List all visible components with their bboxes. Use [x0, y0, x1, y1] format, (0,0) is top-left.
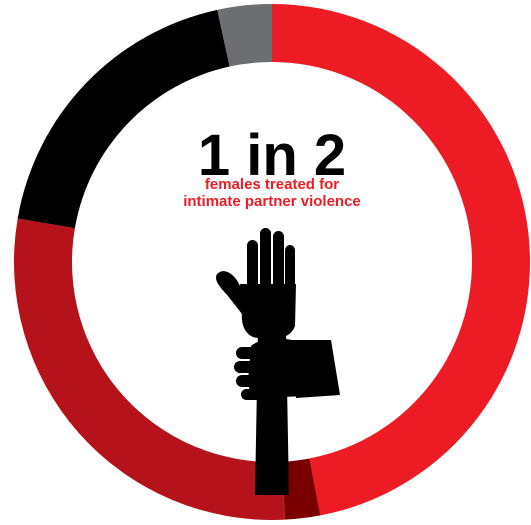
donut-slice-1 [272, 4, 531, 516]
hand-grabbing-wrist-icon [216, 228, 340, 495]
subtitle-line-1: females treated for [205, 176, 339, 193]
donut-slice-5 [217, 4, 272, 67]
donut-slices [13, 4, 531, 520]
donut-slice-2 [282, 458, 321, 520]
headline: 1 in 2 [198, 123, 346, 188]
donut-slice-4 [17, 9, 230, 229]
subtitle-line-2: intimate partner violence [183, 193, 361, 210]
